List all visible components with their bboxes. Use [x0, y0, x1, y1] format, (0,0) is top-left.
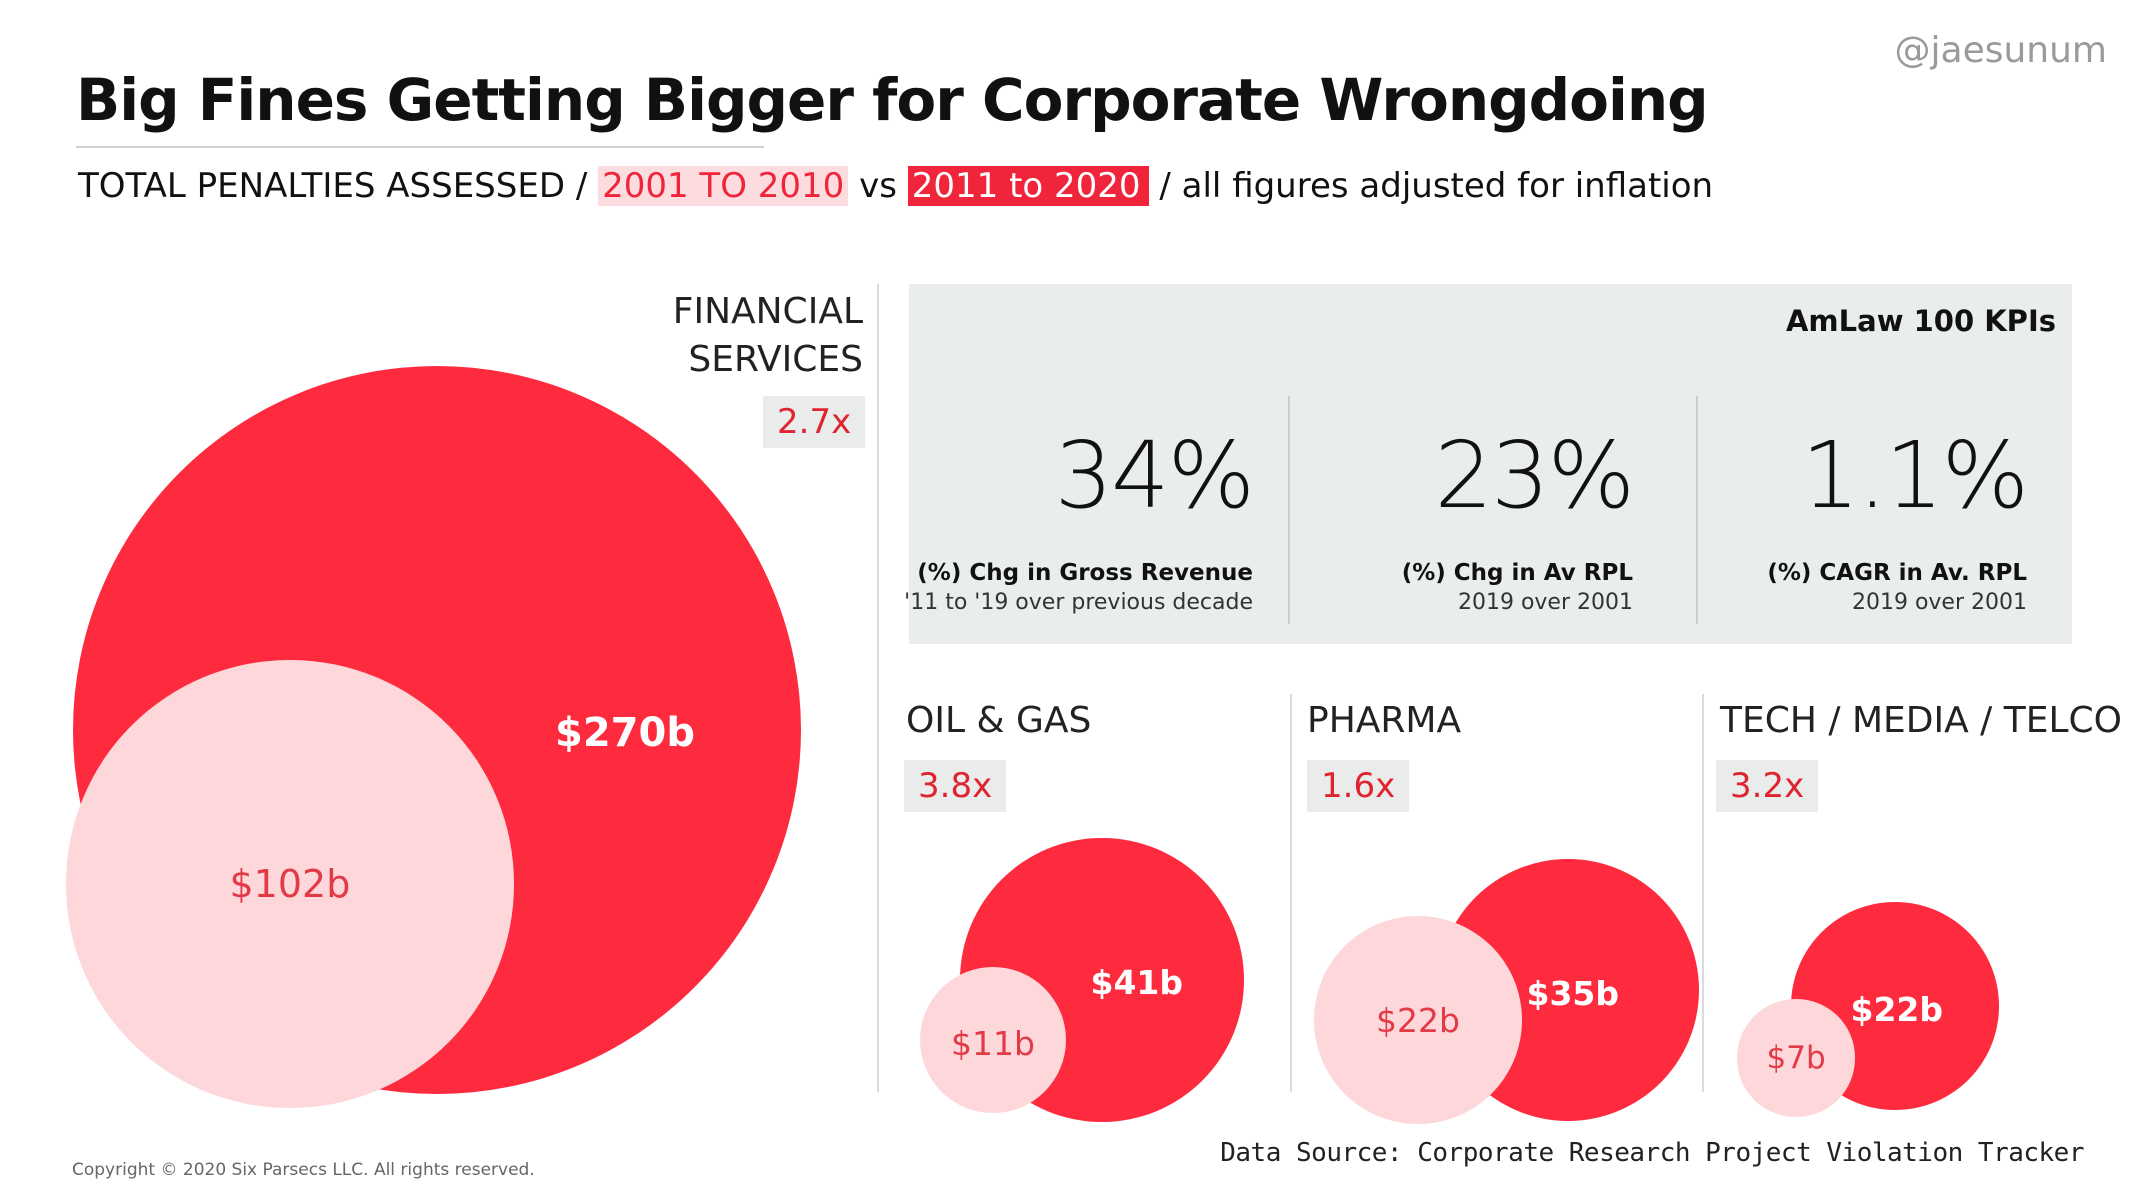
multiplier-badge-pharma: 1.6x [1307, 760, 1410, 812]
value-label-2001-2010: $11b [951, 1023, 1035, 1063]
value-label-2001-2010: $7b [1766, 1040, 1826, 1076]
kpi-sublabel: '11 to '19 over previous decade [904, 590, 1253, 615]
chart-title: Big Fines Getting Bigger for Corporate W… [76, 66, 1709, 134]
kpi-gross-revenue: 34% (%) Chg in Gross Revenue '11 to '19 … [904, 284, 1289, 644]
kpi-av-rpl: 23% (%) Chg in Av RPL 2019 over 2001 [1289, 284, 1669, 644]
kpi-panel: AmLaw 100 KPIs 34% (%) Chg in Gross Reve… [904, 284, 2072, 644]
kpi-value: 23% [1434, 422, 1635, 529]
sector-label-oil-gas: OIL & GAS [906, 700, 1092, 741]
kpi-heading: AmLaw 100 KPIs [1785, 304, 2056, 338]
kpi-sublabel: 2019 over 2001 [1457, 590, 1633, 615]
section-divider [1290, 694, 1292, 1092]
kpi-value: 34% [1054, 422, 1255, 529]
kpi-divider [1696, 396, 1698, 624]
kpi-label: (%) Chg in Gross Revenue [917, 560, 1253, 586]
kpi-cagr: 1.1% (%) CAGR in Av. RPL 2019 over 2001 [1683, 284, 2063, 644]
subtitle-prefix: TOTAL PENALTIES ASSESSED / [78, 166, 588, 206]
kpi-label: (%) Chg in Av RPL [1401, 560, 1633, 586]
bubble-2001-2010 [1737, 999, 1855, 1117]
sector-label-line1: FINANCIAL [672, 291, 863, 332]
legend-period-2: 2011 to 2020 [907, 166, 1149, 206]
bubble-2001-2010 [919, 966, 1067, 1114]
chart-subtitle: TOTAL PENALTIES ASSESSED / 2001 TO 2010 … [78, 166, 1713, 206]
kpi-sublabel: 2019 over 2001 [1851, 590, 2027, 615]
kpi-divider [1288, 396, 1290, 624]
section-divider [1702, 694, 1704, 1092]
multiplier-badge-tech: 3.2x [1716, 760, 1819, 812]
multiplier-badge-financial: 2.7x [763, 396, 866, 448]
bubble-2001-2010 [1314, 916, 1522, 1124]
author-handle: @jaesunum [1894, 30, 2107, 71]
subtitle-vs: vs [859, 166, 897, 206]
value-label-2011-2020: $22b [1850, 989, 1944, 1029]
value-label-2011-2020: $270b [555, 710, 695, 756]
copyright: Copyright © 2020 Six Parsecs LLC. All ri… [72, 1160, 535, 1180]
sector-label-tech: TECH / MEDIA / TELCO [1720, 700, 2123, 741]
data-source: Data Source: Corporate Research Project … [1220, 1138, 2084, 1168]
title-divider [76, 146, 764, 148]
value-label-2011-2020: $35b [1526, 973, 1620, 1013]
value-label-2001-2010: $22b [1376, 1000, 1460, 1040]
sector-label-financial: FINANCIAL SERVICES [673, 288, 863, 384]
legend-period-1: 2001 TO 2010 [598, 166, 849, 206]
sector-label-pharma: PHARMA [1307, 700, 1462, 741]
bubble-2001-2010 [66, 660, 514, 1108]
value-label-2001-2010: $102b [229, 862, 351, 906]
sector-label-line2: SERVICES [688, 339, 863, 380]
section-divider [877, 284, 879, 1092]
kpi-value: 1.1% [1801, 422, 2029, 529]
subtitle-suffix: / all figures adjusted for inflation [1159, 166, 1714, 206]
kpi-label: (%) CAGR in Av. RPL [1767, 560, 2027, 586]
value-label-2011-2020: $41b [1090, 962, 1184, 1002]
multiplier-badge-oil-gas: 3.8x [904, 760, 1007, 812]
